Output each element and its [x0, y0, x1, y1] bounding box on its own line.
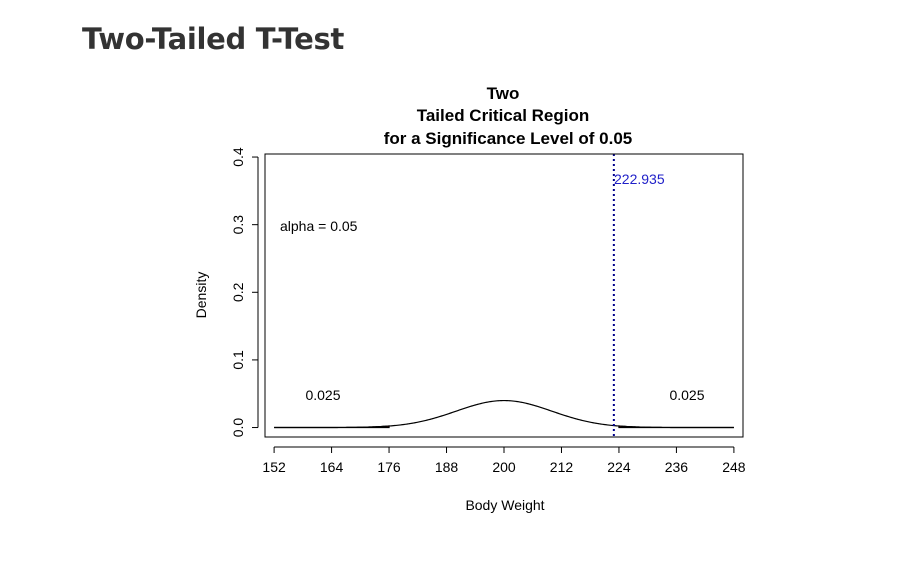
- y-tick-label: 0.4: [230, 147, 246, 167]
- x-axis-label: Body Weight: [465, 497, 544, 513]
- page-title: Two-Tailed T-Test: [82, 22, 345, 56]
- x-tick-label: 176: [377, 459, 401, 475]
- x-tick-label: 200: [492, 459, 516, 475]
- plot-box: [264, 153, 744, 438]
- right-tail-region: [618, 425, 734, 429]
- chart-title-line-1: Two: [487, 84, 520, 103]
- x-tick-label: 236: [665, 459, 689, 475]
- left-tail-annotation: 0.025: [305, 387, 340, 403]
- left-tail-region: [274, 425, 390, 429]
- y-tick-label: 0.1: [230, 350, 246, 370]
- x-tick-label: 212: [550, 459, 574, 475]
- x-axis: 152 164 176 188 200 212 224 236 248: [262, 446, 746, 475]
- density-curve: [274, 399, 734, 429]
- x-tick-label: 224: [607, 459, 631, 475]
- x-tick-label: 152: [262, 459, 286, 475]
- chart-title-line-3: for a Significance Level of 0.05: [384, 129, 632, 148]
- right-tail-annotation: 0.025: [669, 387, 704, 403]
- y-tick-label: 0.0: [230, 418, 246, 438]
- y-tick-label: 0.2: [230, 282, 246, 302]
- chart-title-line-2: Tailed Critical Region: [417, 106, 590, 125]
- x-tick-label: 248: [722, 459, 746, 475]
- y-axis: 0.0 0.1 0.2 0.3 0.4: [230, 147, 259, 438]
- critical-value-label: 222.935: [614, 171, 665, 187]
- y-axis-label: Density: [193, 272, 209, 319]
- alpha-annotation: alpha = 0.05: [280, 218, 358, 234]
- x-tick-label: 164: [320, 459, 344, 475]
- x-tick-label: 188: [435, 459, 459, 475]
- y-tick-label: 0.3: [230, 215, 246, 235]
